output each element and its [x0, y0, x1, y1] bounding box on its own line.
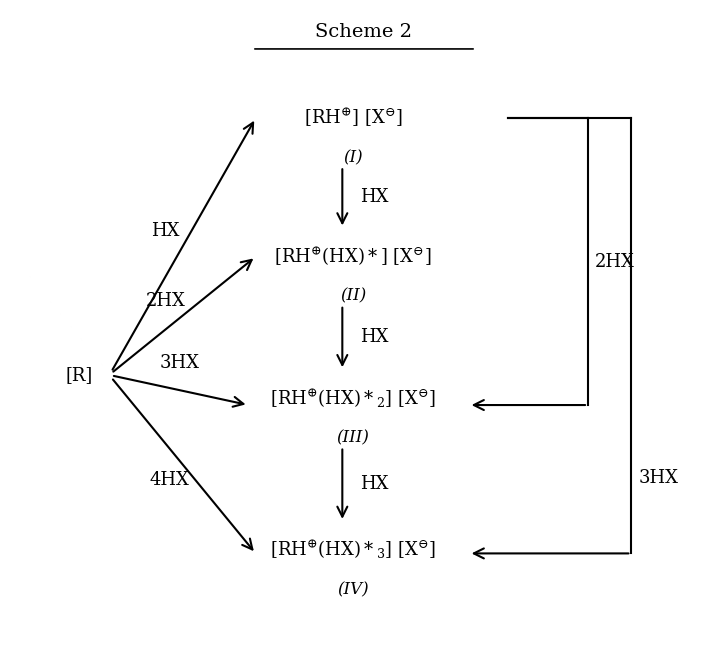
Text: [R]: [R] — [65, 366, 92, 384]
Text: (III): (III) — [337, 430, 370, 446]
Text: $\mathregular{[RH^{\oplus}(HX)*_3]\ [X^{\ominus}]}$: $\mathregular{[RH^{\oplus}(HX)*_3]\ [X^{… — [270, 539, 436, 561]
Text: HX: HX — [360, 329, 389, 346]
Text: $\mathregular{[RH^{\oplus}]\ [X^{\ominus}]}$: $\mathregular{[RH^{\oplus}]\ [X^{\ominus… — [304, 107, 403, 130]
Text: HX: HX — [360, 475, 389, 493]
Text: 4HX: 4HX — [149, 471, 189, 489]
Text: 3HX: 3HX — [638, 469, 678, 487]
Text: (IV): (IV) — [337, 581, 369, 598]
Text: (I): (I) — [344, 149, 363, 166]
Text: (II): (II) — [340, 288, 366, 305]
Text: Scheme 2: Scheme 2 — [315, 23, 413, 41]
Text: HX: HX — [151, 221, 180, 239]
Text: 3HX: 3HX — [159, 354, 199, 372]
Text: HX: HX — [360, 188, 389, 206]
Text: $\mathregular{[RH^{\oplus}(HX)*]\ [X^{\ominus}]}$: $\mathregular{[RH^{\oplus}(HX)*]\ [X^{\o… — [274, 245, 432, 268]
Text: 2HX: 2HX — [596, 253, 635, 271]
Text: 2HX: 2HX — [146, 291, 185, 309]
Text: $\mathregular{[RH^{\oplus}(HX)*_2]\ [X^{\ominus}]}$: $\mathregular{[RH^{\oplus}(HX)*_2]\ [X^{… — [270, 387, 436, 410]
